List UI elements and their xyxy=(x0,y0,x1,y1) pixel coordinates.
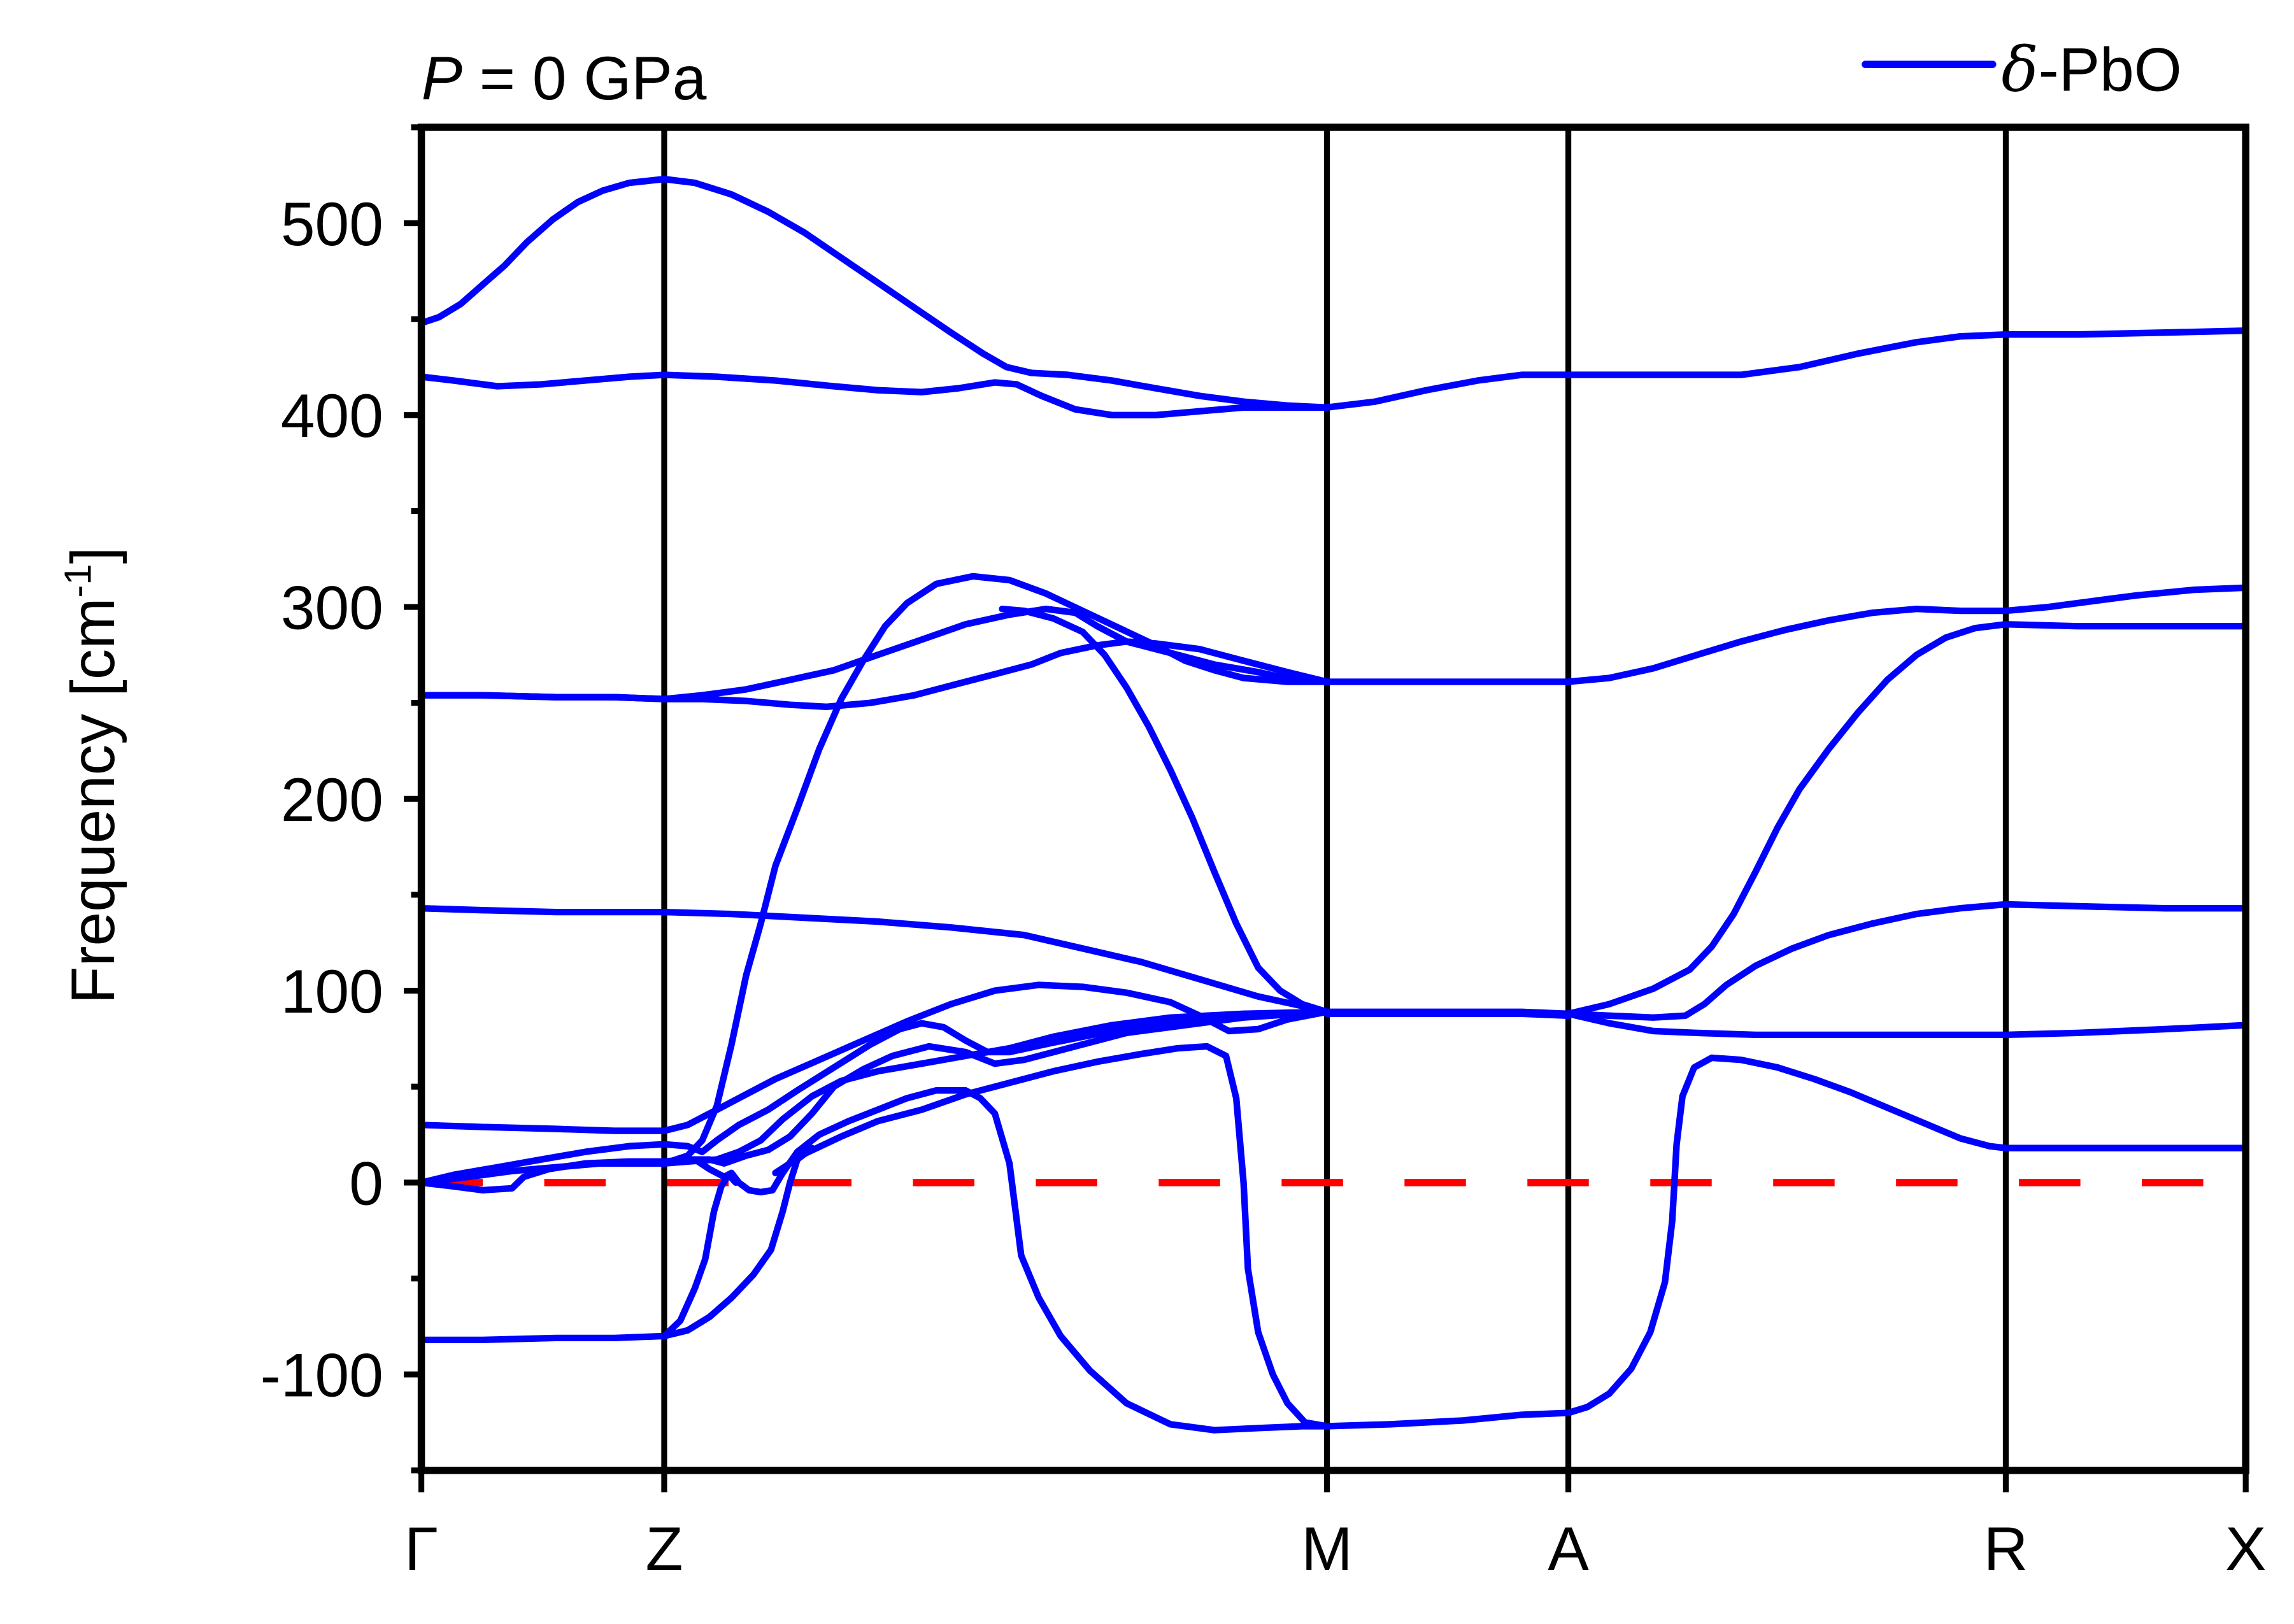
phonon-band-band-top-a xyxy=(421,176,1330,411)
legend: δ-PbO xyxy=(1862,33,2182,105)
phonon-band-band-g-z-acoustic-1 xyxy=(421,1008,1330,1186)
phonon-bands xyxy=(421,176,2246,1434)
x-tick-label: M xyxy=(1301,1515,1352,1583)
phonon-band-band-soft-g-z-2 xyxy=(660,1171,739,1340)
phonon-band-band-mid-a xyxy=(421,605,1330,702)
phonon-band-band-top-c xyxy=(1323,327,2246,411)
legend-label: δ-PbO xyxy=(2002,33,2182,105)
x-tick-label: Γ xyxy=(404,1515,438,1583)
phonon-band-band-mid-low xyxy=(421,904,1330,1015)
y-tick-label: -100 xyxy=(260,1342,383,1410)
y-axis-title: Frequency [cm-1] xyxy=(56,547,127,1004)
title-variable: P xyxy=(422,45,462,113)
x-tick-label: R xyxy=(1984,1515,2028,1583)
phonon-band-band-z-soft-dip xyxy=(691,1087,1330,1434)
legend-text: -PbO xyxy=(2039,36,2182,104)
phonon-band-band-a-x-flat-77 xyxy=(1565,1010,2246,1039)
y-axis-title-superscript: -1 xyxy=(56,564,99,597)
phonon-band-band-low-flat-m-a-2 xyxy=(1323,1010,1572,1019)
y-tick-label: 100 xyxy=(281,958,383,1026)
phonon-band-band-acoustic-long xyxy=(772,1043,1330,1430)
phonon-band-band-a-x-rise-143 xyxy=(1565,901,2246,1021)
y-tick-label: 400 xyxy=(281,382,383,450)
phonon-band-band-soft-m-a xyxy=(1323,1409,1572,1430)
phonon-band-band-acoustic-rise xyxy=(660,573,1330,1167)
plot-frame xyxy=(417,124,2249,1474)
x-tick-label: X xyxy=(2225,1515,2266,1583)
y-axis-title-main: Frequency [cm xyxy=(59,598,127,1004)
y-axis-title-end: ] xyxy=(59,547,127,564)
phonon-band-band-g-z-acoustic-3 xyxy=(421,1008,1330,1186)
phonon-band-band-a-x-soft xyxy=(1565,1054,2246,1416)
phonon-band-band-mid-c xyxy=(1323,584,2246,685)
phonon-band-band-acoustic-fall xyxy=(999,605,1330,1015)
y-axis-ticks: -100 0 100 200 300 400 500 xyxy=(260,124,422,1474)
y-tick-label: 0 xyxy=(349,1150,383,1218)
y-tick-label: 500 xyxy=(281,190,383,259)
phonon-band-band-g-z-acoustic-2 xyxy=(421,1008,1330,1194)
x-tick-label: A xyxy=(1548,1515,1589,1583)
phonon-band-band-mid-b xyxy=(421,638,1330,710)
x-tick-label: Z xyxy=(645,1515,683,1583)
legend-symbol: δ xyxy=(2002,33,2039,105)
phonon-band-band-top-b xyxy=(421,371,1330,418)
phonon-band-band-a-x-rise-290 xyxy=(1565,621,2246,1017)
y-tick-label: 200 xyxy=(281,766,383,834)
chart-title: P = 0 GPa xyxy=(422,45,707,113)
y-tick-label: 300 xyxy=(281,574,383,643)
phonon-band-band-soft-g-z xyxy=(421,1144,816,1344)
title-rest: = 0 GPa xyxy=(462,45,707,113)
